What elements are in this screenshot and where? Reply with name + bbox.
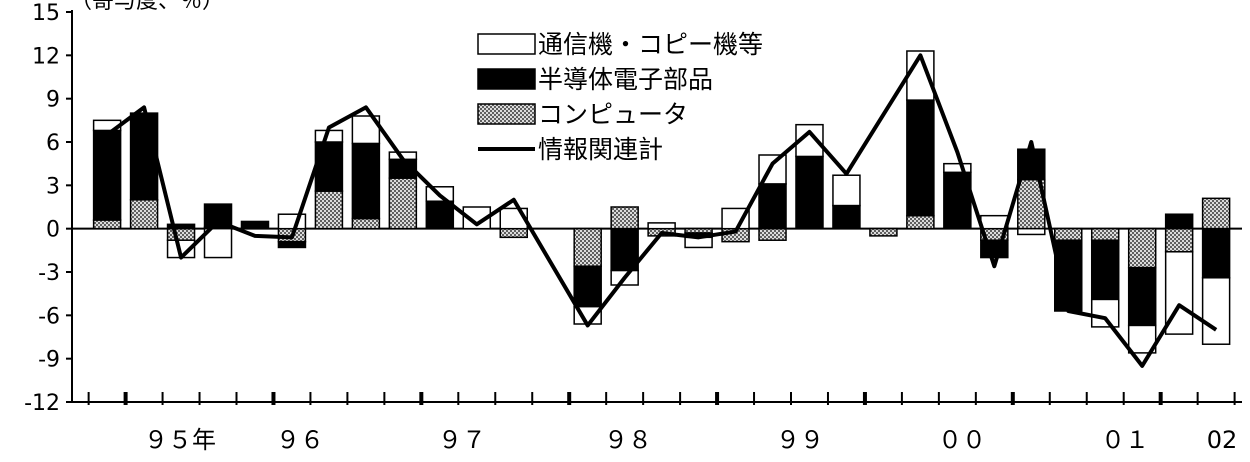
bar-segment [832,174,861,207]
bar-segment [573,265,602,308]
bar-segment [499,227,529,239]
y-tick-label: 15 [32,1,60,26]
bar-segment [166,223,196,230]
bar-segment [240,220,270,230]
bar-segment [129,199,159,230]
legend-label: 半導体電子部品 [538,65,713,94]
legend-swatch [477,103,536,125]
legend-label: 通信機・コピー機等 [538,30,763,59]
bar-segment [1164,213,1194,230]
x-year-label: ９７ [438,426,486,454]
x-year-label: ０１ [1101,426,1149,454]
bar-segment [795,155,824,230]
x-year-label: ００ [938,426,986,454]
bar-series [92,50,1231,354]
bar-segment [1090,227,1120,241]
bar-segment [1127,266,1157,327]
bar-segment [351,217,381,230]
bar-segment [92,129,122,221]
legend-swatch [477,68,536,90]
bar-segment [1127,227,1157,269]
x-year-label: ９９ [776,426,824,454]
y-tick-label: 0 [46,218,60,243]
y-tick-label: -3 [38,261,60,286]
legend-label: 情報関連計 [538,135,663,164]
bar-segment [166,227,196,241]
bar-segment [758,183,787,230]
bar-segment [425,200,455,230]
bar-segment [1090,239,1120,301]
line-path [105,53,1218,368]
x-year-label: ９５年 [144,426,216,454]
unit-label: （寄与度、％） [70,0,224,14]
bar-segment [573,227,602,267]
y-tick-label: 6 [46,131,60,156]
bar-segment [832,204,861,230]
legend-label: コンピュータ [538,100,688,129]
y-tick-label: -9 [38,348,60,373]
bar-segment [203,203,233,228]
bar-segment [388,177,418,230]
bar-segment [351,142,381,220]
bar-segment [277,240,307,249]
y-tick-label: 12 [32,44,60,69]
bar-segment [1201,197,1231,230]
y-tick-label: 3 [46,174,60,199]
legend-swatch [477,33,536,55]
bar-segment [1017,227,1046,236]
bar-segment [980,214,1009,230]
bar-segment [1201,227,1231,279]
y-tick-label: -12 [24,391,60,416]
bar-segment [758,227,787,241]
bar-segment [610,206,639,230]
line-series [105,53,1218,368]
bar-segment [129,112,159,201]
bar-segment [869,227,898,237]
bar-segment [1054,227,1083,241]
bar-segment [647,222,676,230]
bar-segment [314,190,344,230]
x-year-label: 02 [1207,426,1238,454]
y-tick-label: -6 [38,304,60,329]
bar-segment [1090,298,1120,328]
bar-segment [1201,277,1231,345]
bar-segment [277,213,307,230]
x-year-label: ９８ [604,426,652,454]
x-year-label: ９６ [276,426,324,454]
bar-segment [92,219,122,230]
bar-segment [462,206,492,230]
bar-segment [203,227,233,259]
bar-segment [906,99,935,217]
x-axis: ９５年 ９６ ９７ ９８ ９９ ００ ０１ 02 [72,392,1242,454]
bar-segment [906,214,935,230]
y-tick-label: 9 [46,88,60,113]
bar-segment [610,227,639,272]
bar-segment [1164,227,1194,253]
bar-segment [943,162,972,174]
